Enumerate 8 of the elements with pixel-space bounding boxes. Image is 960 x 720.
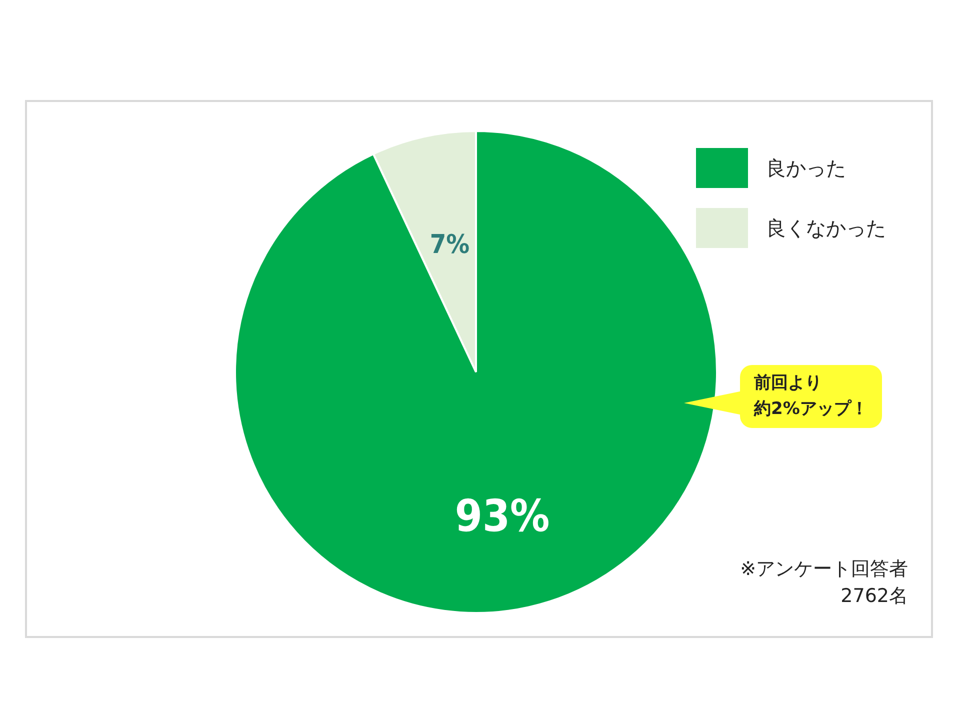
legend-label: 良くなかった [766,214,886,242]
data-label: 7% [430,230,470,260]
legend-label: 良かった [766,154,846,182]
text: 2762名 [840,584,908,609]
text: 約2%アップ！ [754,398,868,420]
text: 前回より [754,372,823,395]
text: ※アンケート回答者 [740,557,908,582]
data-label: 93% [454,491,550,542]
